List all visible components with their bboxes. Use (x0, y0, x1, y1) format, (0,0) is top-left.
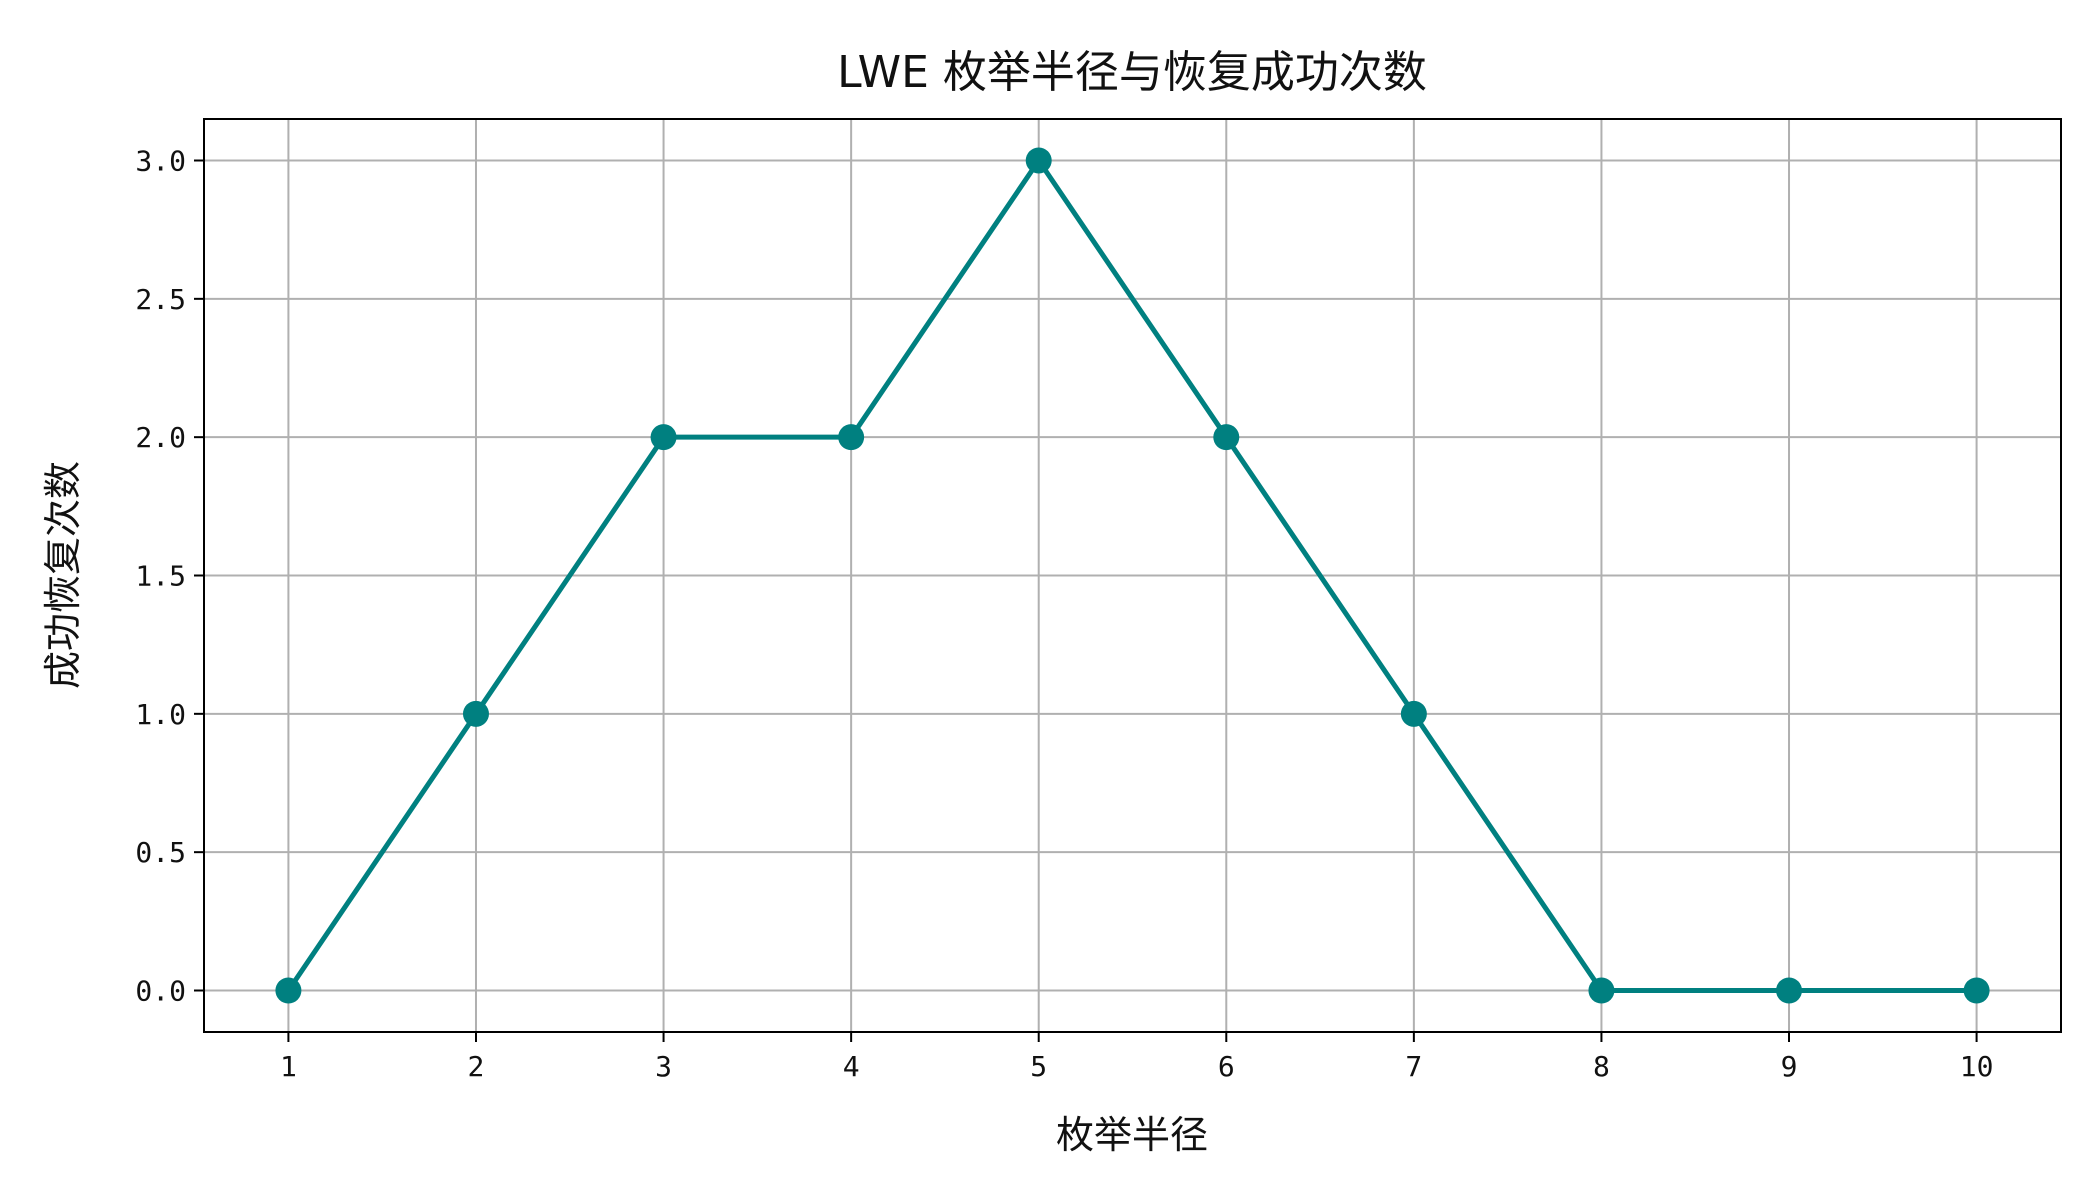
data-point-5 (1025, 147, 1052, 174)
data-series (275, 147, 1990, 1004)
chart-title: LWE 枚举半径与恢复成功次数 (837, 47, 1427, 98)
series-line-1 (285, 158, 1980, 993)
x-tick-label-10: 10 (1960, 1050, 1994, 1083)
x-tick-label-1: 1 (280, 1050, 297, 1083)
data-point-4 (838, 424, 865, 451)
x-tick-label-8: 8 (1593, 1050, 1610, 1083)
x-tick-label-4: 4 (843, 1050, 860, 1083)
x-axis-label: 枚举半径 (1056, 1113, 1208, 1157)
x-axis-ticks: 1 2 3 4 5 6 7 8 9 10 (280, 1032, 1993, 1083)
y-tick-label-5: 2.0 (135, 421, 186, 454)
y-tick-label-2: 0.5 (135, 836, 186, 869)
x-tick-label-6: 6 (1218, 1050, 1235, 1083)
data-point-7 (1400, 700, 1427, 727)
x-tick-label-9: 9 (1781, 1050, 1798, 1083)
x-tick-label-5: 5 (1030, 1050, 1047, 1083)
y-tick-label-4: 1.5 (135, 560, 186, 593)
y-axis-label: 成功恢复次数 (41, 461, 85, 689)
y-tick-label-7: 3.0 (135, 145, 186, 178)
y-tick-label-1: 0.0 (135, 975, 186, 1008)
data-point-6 (1213, 424, 1240, 451)
y-tick-label-3: 1.0 (135, 698, 186, 731)
y-tick-label-6: 2.5 (135, 283, 186, 316)
x-tick-label-7: 7 (1405, 1050, 1422, 1083)
data-point-1 (275, 977, 302, 1004)
data-point-9 (1776, 977, 1803, 1004)
x-tick-label-3: 3 (655, 1050, 672, 1083)
data-point-10 (1963, 977, 1990, 1004)
x-tick-label-2: 2 (468, 1050, 485, 1083)
y-axis-ticks: 0.0 0.5 1.0 1.5 2.0 2.5 3.0 (135, 145, 204, 1008)
data-point-8 (1588, 977, 1615, 1004)
data-point-3 (650, 424, 677, 451)
data-point-2 (462, 700, 489, 727)
